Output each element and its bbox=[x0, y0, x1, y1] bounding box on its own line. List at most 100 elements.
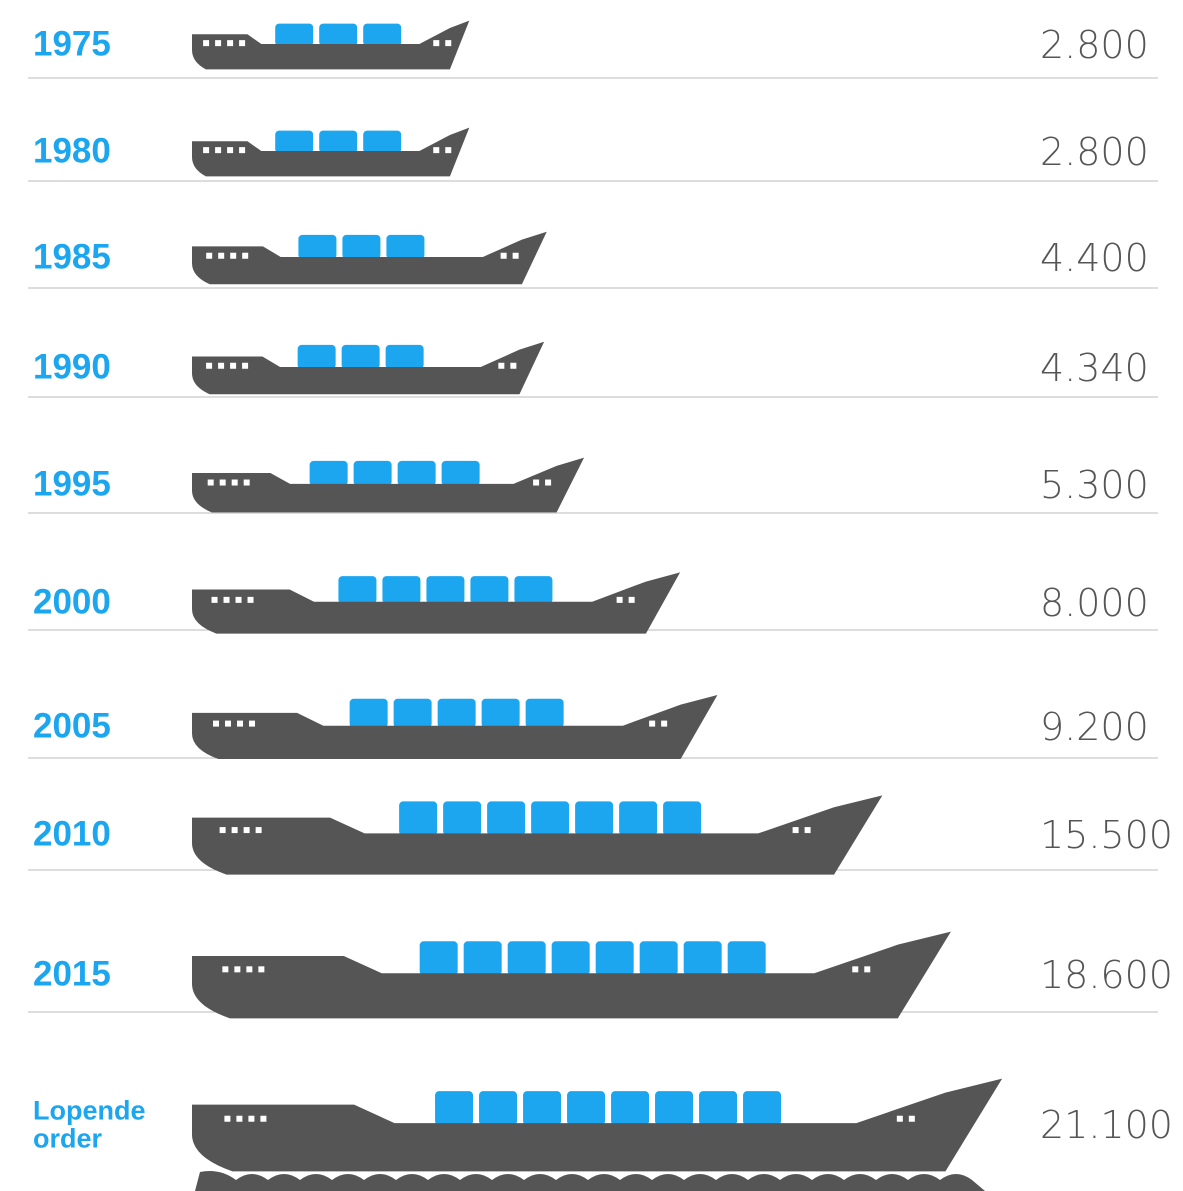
window bbox=[249, 721, 255, 727]
container bbox=[508, 941, 546, 975]
window bbox=[206, 363, 212, 369]
window bbox=[213, 721, 219, 727]
container bbox=[596, 941, 634, 975]
category-label: 1975 bbox=[33, 27, 173, 64]
container bbox=[420, 941, 458, 975]
window bbox=[234, 966, 240, 972]
window bbox=[246, 966, 252, 972]
window bbox=[629, 597, 635, 603]
container bbox=[350, 699, 388, 728]
window bbox=[239, 40, 245, 46]
window bbox=[545, 480, 551, 486]
container bbox=[319, 24, 357, 46]
container bbox=[743, 1091, 781, 1125]
window bbox=[206, 253, 212, 259]
window bbox=[225, 721, 231, 727]
ship bbox=[192, 795, 882, 874]
window bbox=[203, 147, 209, 153]
window bbox=[220, 480, 226, 486]
value-label: 5.300 bbox=[1040, 463, 1149, 507]
window bbox=[533, 480, 539, 486]
category-label: 2000 bbox=[33, 585, 173, 622]
container bbox=[394, 699, 432, 728]
window bbox=[215, 147, 221, 153]
window bbox=[864, 966, 870, 972]
window bbox=[227, 147, 233, 153]
window bbox=[433, 147, 439, 153]
infographic: 19752.80019802.80019854.40019904.3401995… bbox=[0, 0, 1183, 1191]
container bbox=[531, 801, 569, 835]
window bbox=[239, 147, 245, 153]
container bbox=[470, 576, 508, 604]
value-label: 2.800 bbox=[1040, 23, 1149, 67]
category-label: 1995 bbox=[33, 467, 173, 504]
window bbox=[617, 597, 623, 603]
container bbox=[526, 699, 564, 728]
container bbox=[443, 801, 481, 835]
window bbox=[244, 480, 250, 486]
container bbox=[640, 941, 678, 975]
container bbox=[619, 801, 657, 835]
window bbox=[218, 363, 224, 369]
container bbox=[552, 941, 590, 975]
container bbox=[298, 235, 336, 259]
container bbox=[398, 461, 436, 486]
window bbox=[510, 363, 516, 369]
value-label: 4.400 bbox=[1040, 236, 1149, 280]
window bbox=[256, 827, 262, 833]
wave bbox=[195, 1171, 985, 1191]
ship bbox=[192, 458, 584, 513]
container bbox=[363, 131, 401, 153]
value-label: 4.340 bbox=[1040, 346, 1149, 390]
value-label: 21.100 bbox=[1040, 1103, 1173, 1147]
container bbox=[684, 941, 722, 975]
window bbox=[897, 1116, 903, 1122]
window bbox=[248, 1116, 254, 1122]
container bbox=[275, 131, 313, 153]
ship bbox=[192, 128, 469, 177]
container bbox=[399, 801, 437, 835]
window bbox=[224, 1116, 230, 1122]
window bbox=[230, 363, 236, 369]
category-label: 1980 bbox=[33, 134, 173, 171]
container bbox=[699, 1091, 737, 1125]
ship bbox=[192, 572, 680, 633]
window bbox=[258, 966, 264, 972]
container bbox=[438, 699, 476, 728]
window bbox=[236, 597, 242, 603]
ship bbox=[192, 342, 544, 394]
window bbox=[649, 721, 655, 727]
window bbox=[232, 480, 238, 486]
container bbox=[575, 801, 613, 835]
container bbox=[342, 235, 380, 259]
container bbox=[482, 699, 520, 728]
window bbox=[203, 40, 209, 46]
category-label: 1990 bbox=[33, 350, 173, 387]
container bbox=[611, 1091, 649, 1125]
container bbox=[435, 1091, 473, 1125]
window bbox=[852, 966, 858, 972]
window bbox=[433, 40, 439, 46]
value-label: 9.200 bbox=[1040, 705, 1149, 749]
chart bbox=[0, 0, 1183, 1191]
container bbox=[487, 801, 525, 835]
window bbox=[237, 721, 243, 727]
window bbox=[244, 827, 250, 833]
ship bbox=[192, 1079, 1002, 1172]
container bbox=[479, 1091, 517, 1125]
window bbox=[218, 253, 224, 259]
container bbox=[319, 131, 357, 153]
window bbox=[242, 363, 248, 369]
value-label: 18.600 bbox=[1040, 953, 1173, 997]
window bbox=[220, 827, 226, 833]
window bbox=[222, 966, 228, 972]
window bbox=[232, 827, 238, 833]
window bbox=[909, 1116, 915, 1122]
window bbox=[260, 1116, 266, 1122]
container bbox=[354, 461, 392, 486]
ship bbox=[192, 232, 547, 285]
window bbox=[805, 827, 811, 833]
window bbox=[445, 40, 451, 46]
window bbox=[236, 1116, 242, 1122]
container bbox=[426, 576, 464, 604]
